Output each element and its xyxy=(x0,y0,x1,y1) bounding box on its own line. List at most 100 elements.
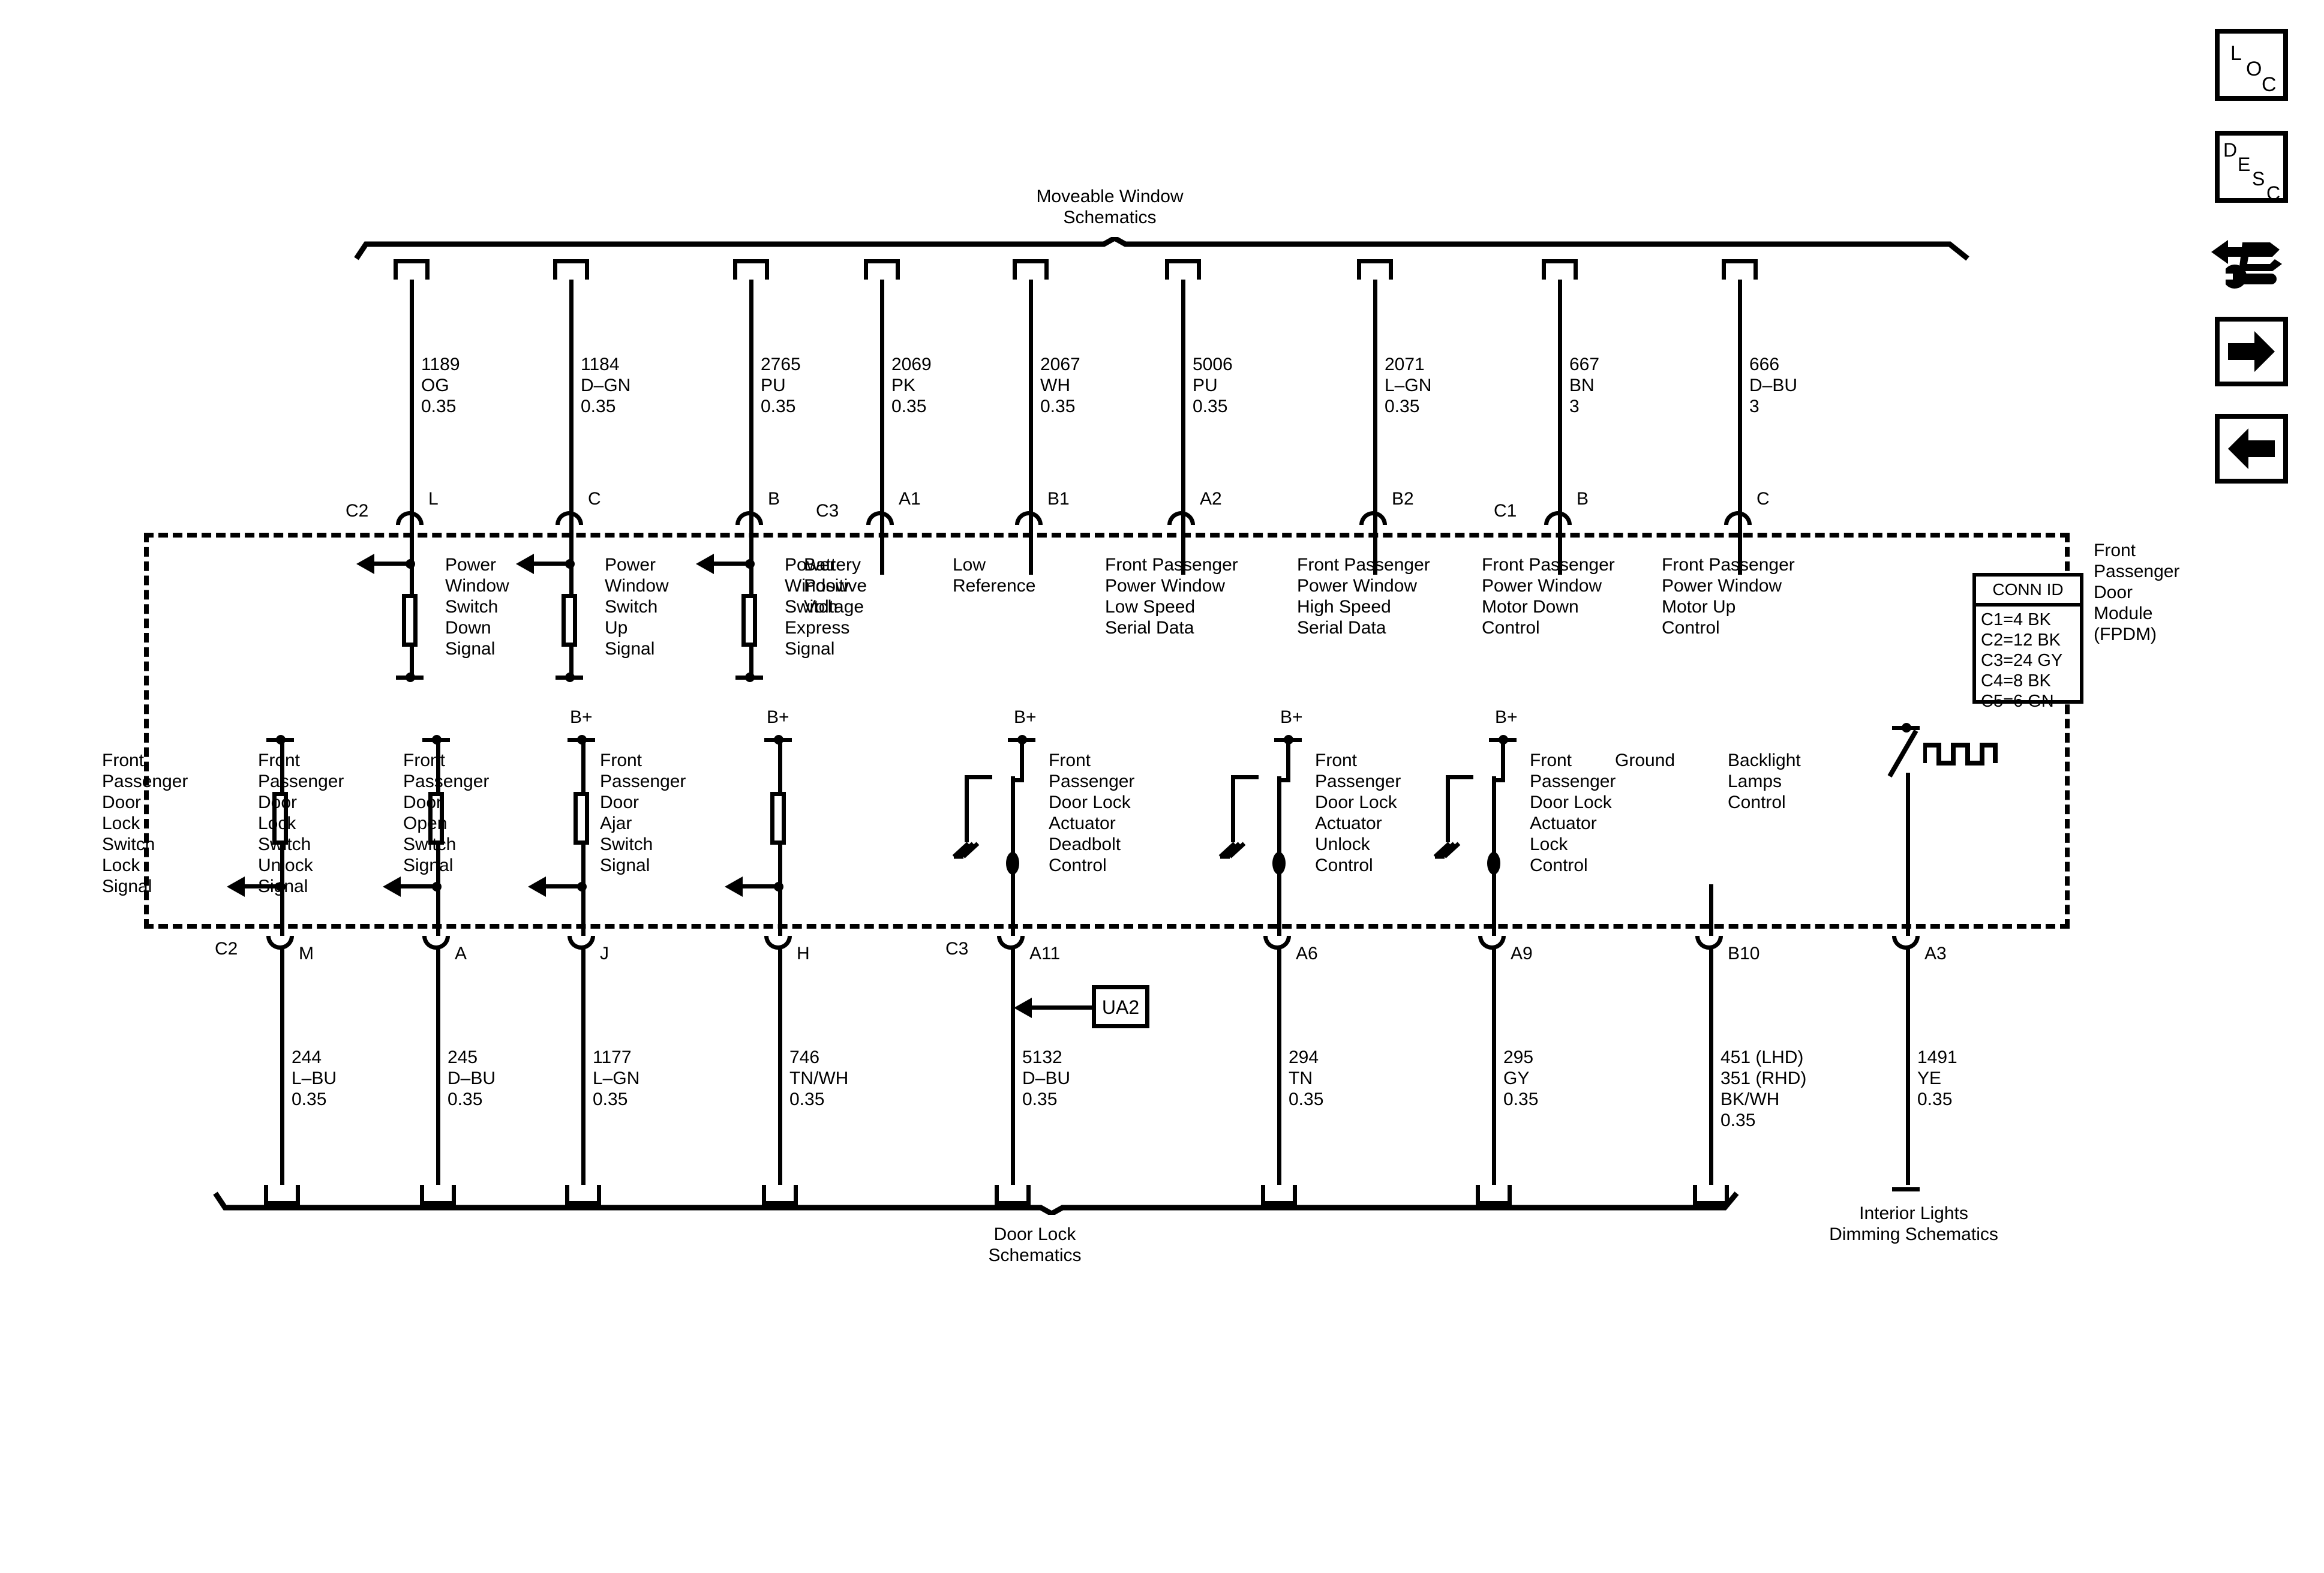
wire-label-line: GY xyxy=(1503,1068,1530,1088)
wire-label-line: D–BU xyxy=(448,1068,496,1088)
ground-branch xyxy=(1231,775,1259,779)
schematic-bracket xyxy=(565,1185,601,1205)
connector-terminal xyxy=(1015,511,1043,525)
arrow-right-icon xyxy=(2228,331,2275,372)
wire-label-line: 3 xyxy=(1749,397,1759,416)
connector-terminal xyxy=(396,511,424,525)
wire-label: 294 TN 0.35 xyxy=(1289,1047,1323,1110)
signal-arrow-stem xyxy=(374,562,412,566)
schematic-bracket xyxy=(733,259,769,280)
pin-label: C xyxy=(588,489,601,509)
connector-terminal xyxy=(1478,936,1506,950)
wire-label-line: YE xyxy=(1917,1068,1942,1088)
pin-label: J xyxy=(600,944,609,963)
desc-letter: C xyxy=(2266,182,2281,204)
wire-line xyxy=(581,740,585,794)
loc-letter: L xyxy=(2230,42,2242,65)
next-button[interactable] xyxy=(2215,317,2288,386)
signal-arrow-stem xyxy=(714,562,751,566)
wire-label-line: 0.35 xyxy=(1721,1110,1756,1130)
desc-button[interactable]: D E S C xyxy=(2215,131,2288,204)
wire-label-line: 667 xyxy=(1569,355,1600,374)
wire-label-line: 1189 xyxy=(421,355,460,374)
wire-label-line: 0.35 xyxy=(1193,397,1228,416)
wire-label: 666 D–BU 3 xyxy=(1749,354,1797,417)
wire-label-line: 0.35 xyxy=(1040,397,1076,416)
connector-terminal xyxy=(556,511,583,525)
wire-line xyxy=(880,522,884,575)
wire-label: 245 D–BU 0.35 xyxy=(448,1047,496,1110)
wire-label-line: 746 xyxy=(789,1047,820,1067)
signal-description: Front Passenger Power Window Motor Down … xyxy=(1482,555,1615,638)
ground-branch xyxy=(965,775,992,779)
conn-id-row: C2=12 BK xyxy=(1981,631,2061,650)
loc-letter: O xyxy=(2246,58,2262,80)
bottom-schematic-link-label: Door Lock Schematics xyxy=(988,1224,1082,1265)
switch-arm xyxy=(1011,778,1024,782)
wire-label-line: D–BU xyxy=(1749,376,1798,395)
resistor-symbol xyxy=(574,792,589,845)
junction-dot xyxy=(565,673,575,682)
wire-line xyxy=(778,949,782,1185)
schematic-bracket xyxy=(264,1185,300,1205)
wire-line xyxy=(1558,280,1562,523)
signal-arrow-stem xyxy=(534,562,571,566)
option-code-box: UA2 xyxy=(1092,985,1149,1028)
wire-label-line: PU xyxy=(761,376,786,395)
conn-id-row: C1=4 BK xyxy=(1981,610,2051,629)
wire-line xyxy=(1492,949,1496,1185)
wire-line xyxy=(1738,522,1742,575)
wire-label-line: 245 xyxy=(448,1047,478,1067)
signal-description: Front Passenger Door Lock Actuator Lock … xyxy=(1530,751,1616,875)
schematic-bracket xyxy=(394,259,430,280)
schematic-bracket xyxy=(1542,259,1578,280)
pin-label: B2 xyxy=(1392,489,1414,509)
prev-button[interactable] xyxy=(2215,414,2288,484)
desc-letter: S xyxy=(2252,168,2265,190)
loc-letter: C xyxy=(2262,73,2277,96)
wire-label-line: 294 xyxy=(1289,1047,1319,1067)
pin-label: B1 xyxy=(1047,489,1070,509)
wire-label-line: L–BU xyxy=(292,1068,337,1088)
wire-line xyxy=(280,949,284,1185)
connector-id: C1 xyxy=(1494,501,1517,521)
signal-description: Front Passenger Door Open Switch Signal xyxy=(403,751,490,875)
signal-arrow-stem xyxy=(743,884,780,888)
driver-node xyxy=(1006,852,1019,875)
signal-arrow-stem xyxy=(546,884,583,888)
hand-wrench-icon[interactable] xyxy=(2205,227,2301,299)
wire-line xyxy=(1709,884,1713,936)
connector-id: C3 xyxy=(816,501,839,521)
pin-label: L xyxy=(428,489,439,509)
wire-label-line: 0.35 xyxy=(761,397,796,416)
schematic-bracket xyxy=(1357,259,1393,280)
wire-line xyxy=(1906,773,1910,936)
loc-button[interactable]: L O C xyxy=(2215,29,2288,101)
wire-line xyxy=(880,280,884,523)
wire-label-line: BK/WH xyxy=(1721,1089,1780,1109)
connector-terminal xyxy=(568,936,595,950)
wire-label: 746 TN/WH 0.35 xyxy=(789,1047,848,1110)
wire-label-line: D–GN xyxy=(581,376,631,395)
signal-description: Front Passenger Door Lock Switch Unlock … xyxy=(258,751,344,896)
wire-line xyxy=(436,949,440,1185)
pin-label: C xyxy=(1756,489,1770,509)
wire-line xyxy=(410,280,414,523)
b-plus-label: B+ xyxy=(767,707,789,727)
wire-label-line: L–GN xyxy=(1385,376,1432,395)
schematic-bracket xyxy=(1165,259,1201,280)
connector-terminal xyxy=(735,511,763,525)
schematic-bracket xyxy=(1261,1185,1297,1205)
signal-description: Front Passenger Door Lock Actuator Deadb… xyxy=(1049,751,1135,875)
wire-label: 5132 D–BU 0.35 xyxy=(1022,1047,1070,1110)
variable-switch-symbol xyxy=(1887,729,1918,778)
wire-label: 2765 PU 0.35 xyxy=(761,354,801,417)
wire-label-line: 0.35 xyxy=(292,1089,327,1109)
driver-node xyxy=(1487,852,1500,875)
wire-label: 2071 L–GN 0.35 xyxy=(1385,354,1431,417)
ground-branch xyxy=(965,775,969,842)
wire-label-line: 0.35 xyxy=(891,397,927,416)
connector-terminal xyxy=(1167,511,1195,525)
b-plus-label: B+ xyxy=(1280,707,1303,727)
wire-line xyxy=(581,949,585,1185)
